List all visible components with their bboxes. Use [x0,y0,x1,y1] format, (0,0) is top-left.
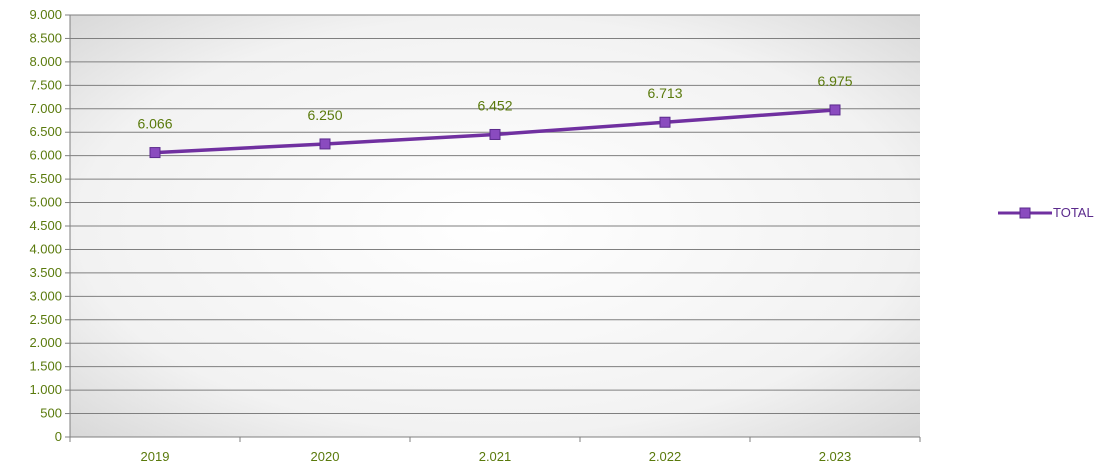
x-tick-label: 2.022 [649,449,682,464]
y-tick-label: 4.500 [29,218,62,233]
y-tick-label: 8.500 [29,30,62,45]
y-tick-label: 9.000 [29,7,62,22]
series-total [149,104,841,159]
gridlines [65,14,920,438]
data-point-marker [149,147,161,159]
y-tick-label: 0 [55,429,62,444]
x-axis-tick-labels: 2019 2020 2.021 2.022 2.023 [141,449,852,464]
y-tick-label: 3.500 [29,265,62,280]
x-tick-label: 2019 [141,449,170,464]
axes [69,15,921,442]
y-tick-label: 8.000 [29,54,62,69]
y-tick-label: 1.500 [29,359,62,374]
y-tick-label: 7.000 [29,101,62,116]
y-tick-label: 5.000 [29,195,62,210]
data-label: 6.250 [307,107,342,123]
data-label: 6.975 [817,73,852,89]
y-tick-label: 6.000 [29,148,62,163]
data-point-marker [489,128,501,140]
data-point-marker [659,116,671,128]
data-label: 6.713 [647,85,682,101]
y-axis-tick-labels: 0 500 1.000 1.500 2.000 2.500 3.000 3.500 4.000 4… [29,7,62,444]
x-tick-label: 2.023 [819,449,852,464]
y-tick-label: 5.500 [29,171,62,186]
data-point-marker [319,138,331,150]
legend: TOTAL [998,205,1094,220]
data-labels: 6.066 6.250 6.452 6.713 6.975 [137,73,852,132]
y-tick-label: 4.000 [29,241,62,256]
y-tick-label: 6.500 [29,124,62,139]
y-tick-label: 2.500 [29,312,62,327]
x-tick-label: 2.021 [479,449,512,464]
y-tick-label: 2.000 [29,335,62,350]
data-point-marker [829,104,841,116]
y-tick-label: 3.000 [29,288,62,303]
data-label: 6.066 [137,116,172,132]
y-tick-label: 1.000 [29,382,62,397]
data-label: 6.452 [477,97,512,113]
y-tick-label: 7.500 [29,77,62,92]
legend-label-total: TOTAL [1053,205,1094,220]
legend-marker-icon [1019,207,1031,219]
y-tick-label: 500 [40,406,62,421]
x-tick-label: 2020 [311,449,340,464]
